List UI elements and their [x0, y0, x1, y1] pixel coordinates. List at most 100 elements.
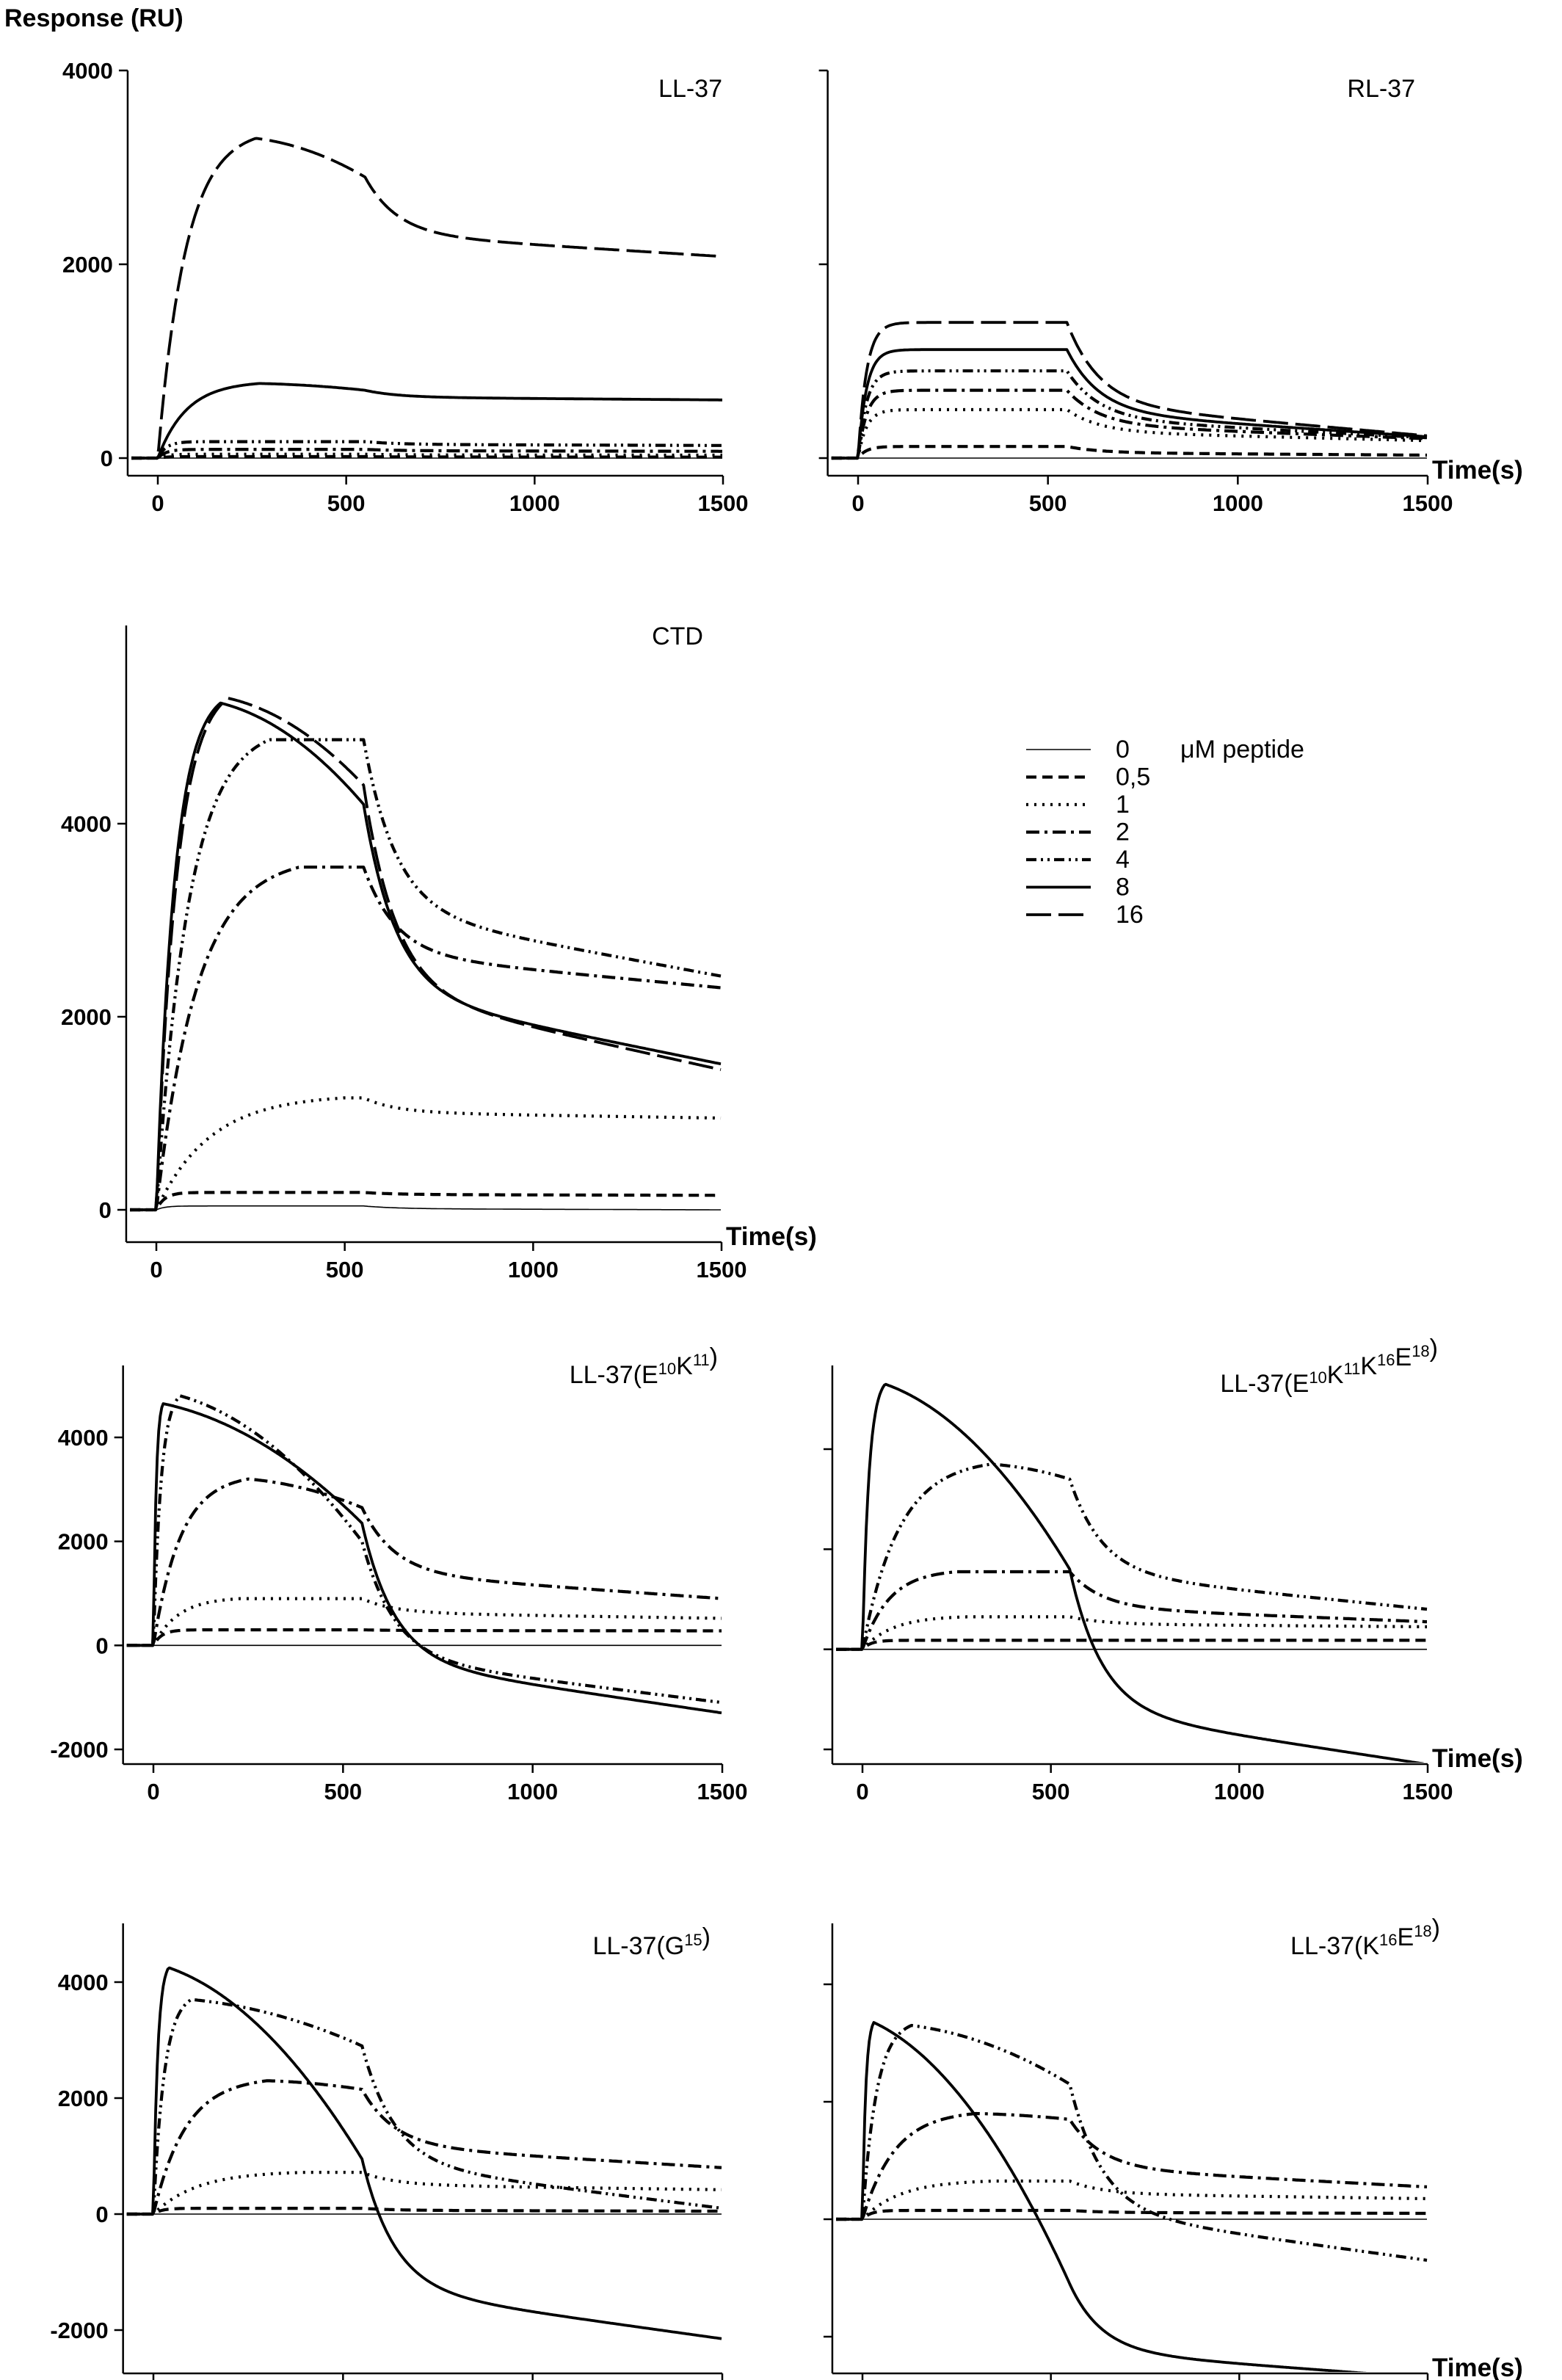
x-tick-label: 1500: [1403, 490, 1453, 516]
series-line-2: [831, 388, 1428, 460]
y-tick-label: 0: [99, 1197, 112, 1223]
series-line-4: [131, 440, 722, 460]
series-line-2: [126, 2079, 722, 2216]
legend-unit: μM peptide: [1180, 736, 1304, 763]
x-tick-label: 500: [324, 1779, 362, 1804]
legend-label: 8: [1116, 874, 1130, 901]
x-tick-label: 1500: [697, 1257, 747, 1282]
y-tick-label: 0: [95, 1633, 108, 1658]
x-tick-label: 1000: [1214, 1779, 1265, 1804]
series-line-8: [126, 1402, 722, 1715]
x-tick-label: 0: [151, 490, 164, 516]
series-line-16: [831, 321, 1428, 460]
series-line-1: [836, 1615, 1427, 1651]
legend-label: 0,5: [1116, 763, 1150, 791]
series-line-4: [836, 2023, 1428, 2262]
series-line-2: [131, 448, 722, 460]
panel-title: RL-37: [1347, 75, 1415, 103]
series-line-4: [130, 738, 722, 1212]
x-tick-label: 1000: [508, 1257, 559, 1282]
legend-label: 2: [1116, 819, 1130, 846]
x-axis-title: Time(s): [726, 1222, 817, 1251]
series-line-1: [131, 452, 722, 460]
y-tick-label: 4000: [61, 811, 112, 837]
series-line-0-5: [836, 2208, 1427, 2221]
x-tick-label: 500: [326, 1257, 364, 1282]
panel-title: CTD: [652, 623, 703, 650]
series-line-8: [130, 701, 722, 1211]
x-tick-label: 0: [856, 1779, 868, 1804]
series-line-8: [836, 1382, 1425, 1763]
panel-title: LL-37: [658, 75, 722, 103]
y-tick-label: -2000: [50, 1737, 108, 1763]
x-tick-label: 1000: [1213, 490, 1263, 516]
series-line-4: [836, 1462, 1428, 1651]
series-line-0-5: [131, 454, 722, 460]
y-tick-label: 2000: [62, 252, 113, 277]
legend-label: 1: [1116, 791, 1130, 819]
series-line-8: [836, 2021, 1367, 2372]
x-tick-label: 0: [147, 1779, 159, 1804]
series-line-8: [131, 382, 722, 460]
y-tick-label: 2000: [58, 2086, 109, 2111]
series-line-2: [836, 1570, 1427, 1651]
x-axis-title: Time(s): [1432, 456, 1523, 485]
series-line-1: [126, 2171, 722, 2216]
x-tick-label: 0: [150, 1257, 162, 1282]
x-axis-title: Time(s): [1432, 1744, 1523, 1773]
panel-ll-37-e10k11-: -2000 0 2000 4000 0 500 1000 1500 LL-37(E10K11): [50, 1343, 747, 1804]
legend-label: 16: [1116, 901, 1144, 929]
panel-ctd: 0 2000 4000 0 500 1000 1500 Time(s) CTD: [61, 623, 817, 1282]
series-line-2: [836, 2111, 1428, 2221]
x-tick-label: 0: [851, 490, 864, 516]
series-line-1: [130, 1096, 722, 1212]
panel-title: LL-37(G15): [592, 1923, 711, 1960]
series-line-2: [126, 1477, 722, 1647]
panel-title: LL-37(E10K11): [570, 1343, 718, 1389]
y-tick-label: 2000: [61, 1004, 112, 1030]
x-tick-label: 500: [1029, 490, 1067, 516]
panel-title: LL-37(K16E18): [1290, 1915, 1440, 1960]
series-line-0-5: [126, 1628, 722, 1647]
y-tick-label: 0: [101, 446, 113, 471]
x-tick-label: 1000: [507, 1779, 558, 1804]
series-line-1: [126, 1597, 722, 1647]
series-line-0-5: [831, 445, 1427, 460]
series-line-2: [130, 866, 722, 1212]
y-tick-label: -2000: [50, 2318, 108, 2343]
legend-label: 4: [1116, 846, 1130, 874]
series-line-4: [831, 369, 1428, 460]
series-line-16: [131, 137, 723, 460]
x-tick-label: 500: [1032, 1779, 1070, 1804]
panel-ll-37: 0 2000 4000 0 500 1000 1500 LL-37: [62, 58, 749, 516]
x-axis-title: Time(s): [1432, 2354, 1523, 2380]
y-tick-label: 2000: [58, 1529, 109, 1555]
series-line-0: [130, 1205, 721, 1211]
series-line-0-5: [836, 1639, 1427, 1651]
series-line-4: [126, 1394, 722, 1705]
y-axis-title: Response (RU): [4, 4, 184, 32]
panel-ll-37-e10k11k16e18-: 0 500 1000 1500 Time(s) LL-37(E10K11K16E18): [823, 1335, 1523, 1804]
series-line-0-5: [130, 1191, 721, 1212]
y-tick-label: 4000: [62, 58, 113, 84]
series-line-8: [831, 348, 1428, 460]
y-tick-label: 4000: [58, 1970, 109, 1995]
x-tick-label: 1000: [509, 490, 560, 516]
series-line-1: [831, 407, 1427, 460]
x-tick-label: 500: [327, 490, 366, 516]
x-tick-label: 1500: [698, 490, 749, 516]
series-line-0-5: [126, 2207, 722, 2216]
x-tick-label: 1500: [697, 1779, 748, 1804]
y-tick-label: 4000: [58, 1425, 109, 1451]
panel-rl-37: 0 500 1000 1500 Time(s) RL-37: [818, 69, 1523, 516]
x-tick-label: 1500: [1403, 1779, 1453, 1804]
y-tick-label: 0: [95, 2202, 108, 2227]
series-line-8: [126, 1966, 722, 2340]
panel-title: LL-37(E10K11K16E18): [1220, 1335, 1438, 1398]
legend-label: 0: [1116, 736, 1130, 763]
